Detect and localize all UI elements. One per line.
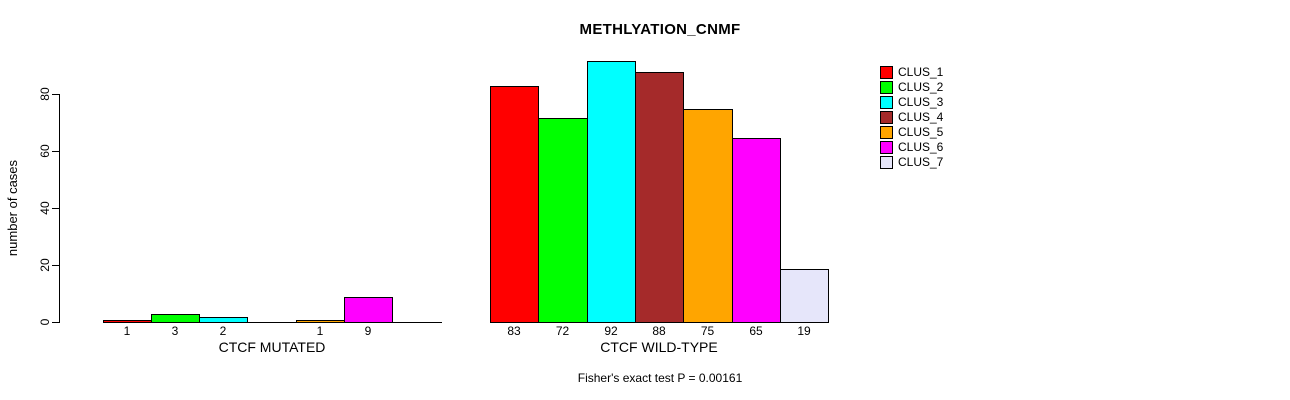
y-axis-tick: [52, 94, 59, 95]
bar-clus_7-ctcf-wild-type: [780, 269, 829, 323]
y-axis-title: number of cases: [5, 159, 20, 257]
x-axis-baseline-ctcf-mutated: [103, 322, 442, 323]
y-axis-tick-label: 20: [38, 258, 52, 272]
y-axis-line: [59, 94, 60, 323]
legend-label-clus_1: CLUS_1: [898, 65, 944, 79]
legend-swatch-clus_7: [880, 156, 893, 169]
bar-value-label: 92: [604, 324, 618, 338]
legend-swatch-clus_5: [880, 126, 893, 139]
bar-clus_2-ctcf-wild-type: [538, 118, 588, 323]
legend-label-clus_4: CLUS_4: [898, 110, 944, 124]
y-axis-tick: [52, 151, 59, 152]
x-axis-group-label-ctcf-wild-type: CTCF WILD-TYPE: [600, 339, 718, 355]
bar-value-label: 72: [555, 324, 570, 338]
bar-value-label: 2: [219, 324, 227, 338]
y-axis-tick-label: 40: [38, 201, 52, 215]
bar-value-label: 65: [749, 324, 763, 338]
legend-swatch-clus_1: [880, 66, 893, 79]
legend-swatch-clus_3: [880, 96, 893, 109]
legend-label-clus_7: CLUS_7: [898, 155, 944, 169]
bar-clus_5-ctcf-mutated: [296, 320, 345, 323]
bar-value-label: 1: [123, 324, 131, 338]
y-axis-tick-label: 0: [38, 318, 52, 326]
y-axis-tick-label: 80: [38, 87, 52, 101]
chart-title: METHLYATION_CNMF: [579, 21, 741, 38]
legend-swatch-clus_4: [880, 111, 893, 124]
bar-clus_6-ctcf-wild-type: [732, 138, 781, 323]
bar-value-label: 75: [700, 324, 715, 338]
bar-value-label: 88: [652, 324, 666, 338]
bar-clus_3-ctcf-wild-type: [587, 61, 636, 323]
bar-clus_6-ctcf-mutated: [344, 297, 393, 323]
y-axis-tick: [52, 322, 59, 323]
bar-value-label: 1: [316, 324, 324, 338]
legend-label-clus_6: CLUS_6: [898, 140, 944, 154]
bar-clus_1-ctcf-mutated: [103, 320, 152, 323]
y-axis-tick: [52, 265, 59, 266]
y-axis-tick-label: 60: [38, 144, 52, 158]
bar-value-label: 9: [364, 324, 372, 338]
bar-clus_4-ctcf-wild-type: [635, 72, 684, 323]
bar-value-label: 19: [797, 324, 811, 338]
legend-label-clus_2: CLUS_2: [898, 80, 944, 94]
bar-clus_1-ctcf-wild-type: [490, 86, 539, 323]
legend-swatch-clus_6: [880, 141, 893, 154]
legend-swatch-clus_2: [880, 81, 893, 94]
y-axis-tick: [52, 208, 59, 209]
bar-value-label: 3: [171, 324, 179, 338]
bar-clus_2-ctcf-mutated: [151, 314, 200, 323]
x-axis-group-label-ctcf-mutated: CTCF MUTATED: [218, 339, 326, 355]
bar-value-label: 83: [507, 324, 521, 338]
legend-label-clus_5: CLUS_5: [898, 125, 944, 139]
bar-clus_3-ctcf-mutated: [199, 317, 248, 323]
bar-clus_5-ctcf-wild-type: [683, 109, 733, 323]
legend-label-clus_3: CLUS_3: [898, 95, 944, 109]
fisher-test-annotation: Fisher's exact test P = 0.00161: [577, 371, 743, 385]
